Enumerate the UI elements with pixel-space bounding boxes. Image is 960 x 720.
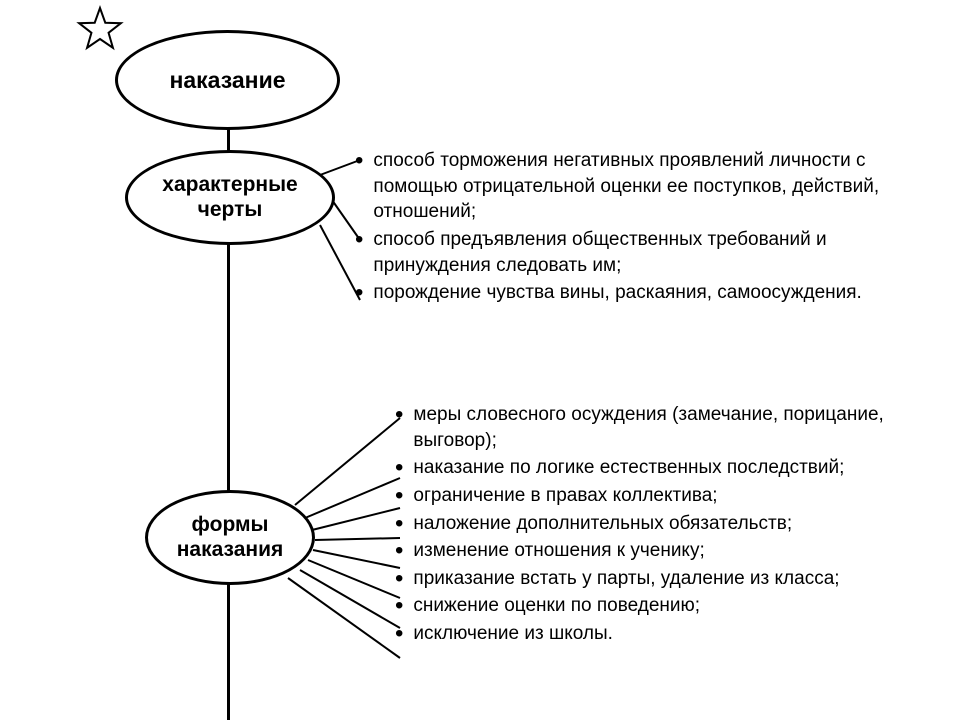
list-item: • снижение оценки по поведению; (395, 593, 945, 619)
bullet-icon: • (395, 567, 403, 591)
bullet-icon: • (395, 484, 403, 508)
list-item-text: наказание по логике естественных последс… (413, 455, 945, 481)
node-root: наказание (115, 30, 340, 130)
node-label: формынаказания (177, 513, 284, 561)
bullet-icon: • (355, 149, 363, 173)
bullet-icon: • (395, 622, 403, 646)
star-icon (74, 4, 126, 56)
list-traits_list: • способ торможения негативных проявлений… (355, 148, 935, 308)
bullet-icon: • (395, 539, 403, 563)
list-item-text: способ предъявления общественных требова… (373, 227, 935, 278)
list-item-text: снижение оценки по поведению; (413, 593, 945, 619)
list-item-text: ограничение в правах коллектива; (413, 483, 945, 509)
list-item: • наложение дополнительных обязательств; (395, 511, 945, 537)
bullet-icon: • (355, 281, 363, 305)
list-item: • изменение отношения к ученику; (395, 538, 945, 564)
list-item: • ограничение в правах коллектива; (395, 483, 945, 509)
node-label: наказание (169, 67, 285, 93)
node-traits: характерныечерты (125, 150, 335, 245)
list-item-text: приказание встать у парты, удаление из к… (413, 566, 945, 592)
bullet-icon: • (395, 403, 403, 427)
list-item-text: меры словесного осуждения (замечание, по… (413, 402, 945, 453)
list-item-text: наложение дополнительных обязательств; (413, 511, 945, 537)
bullet-icon: • (395, 456, 403, 480)
node-forms: формынаказания (145, 490, 315, 585)
node-label: характерныечерты (162, 173, 297, 221)
list-item: • наказание по логике естественных послед… (395, 455, 945, 481)
list-item-text: порождение чувства вины, раскаяния, само… (373, 280, 935, 306)
list-item: • способ предъявления общественных требов… (355, 227, 935, 278)
list-item-text: способ торможения негативных проявлений … (373, 148, 935, 225)
list-item: • способ торможения негативных проявлений… (355, 148, 935, 225)
list-item: • порождение чувства вины, раскаяния, сам… (355, 280, 935, 306)
list-item: • приказание встать у парты, удаление из … (395, 566, 945, 592)
list-item: • исключение из школы. (395, 621, 945, 647)
bullet-icon: • (395, 594, 403, 618)
list-item-text: изменение отношения к ученику; (413, 538, 945, 564)
bullet-icon: • (355, 228, 363, 252)
list-forms_list: • меры словесного осуждения (замечание, п… (395, 402, 945, 649)
bullet-icon: • (395, 512, 403, 536)
list-item: • меры словесного осуждения (замечание, п… (395, 402, 945, 453)
list-item-text: исключение из школы. (413, 621, 945, 647)
diagram-canvas: наказаниехарактерныечертыформынаказания … (0, 0, 960, 720)
